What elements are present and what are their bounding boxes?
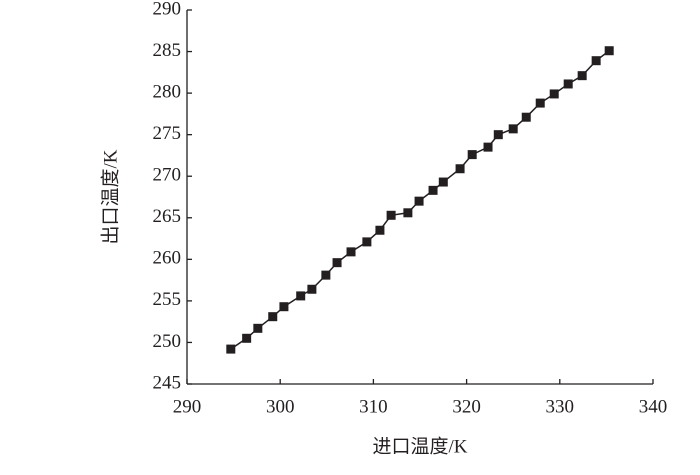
y-tick-label: 265 [153,206,182,227]
y-tick-label: 250 [153,331,182,352]
x-tick-label: 290 [173,396,202,417]
x-axis-label: 进口温度/K [372,435,467,457]
y-tick-label: 245 [153,372,182,393]
marker [307,284,317,294]
x-tick-label: 320 [452,396,481,417]
marker [362,237,372,247]
marker [242,333,252,343]
x-tick-label: 300 [266,396,295,417]
x-tick-label: 340 [639,396,668,417]
marker [508,124,518,134]
marker [279,302,289,312]
marker [467,150,477,160]
y-tick-label: 255 [153,289,182,310]
marker [428,185,438,195]
marker [253,323,263,333]
marker [483,142,493,152]
marker [414,196,424,206]
marker [455,164,465,174]
marker [321,270,331,280]
marker [296,291,306,301]
marker [549,89,559,99]
y-tick-label: 285 [153,40,182,61]
marker [604,46,614,56]
marker [386,210,396,220]
marker [493,130,503,140]
marker [577,71,587,81]
y-axis-label: 出口温度/K [99,149,121,244]
marker [591,56,601,66]
marker [403,208,413,218]
marker [375,225,385,235]
y-tick-label: 270 [153,165,182,186]
y-tick-label: 260 [153,248,182,269]
y-tick-label: 280 [153,81,182,102]
marker [535,98,545,108]
y-tick-label: 290 [153,0,182,19]
marker [226,344,236,354]
y-tick-label: 275 [153,123,182,144]
marker [438,177,448,187]
marker [268,312,278,322]
marker [332,258,342,268]
marker [563,79,573,89]
marker [346,247,356,257]
x-tick-label: 330 [546,396,575,417]
x-tick-label: 310 [359,396,388,417]
marker [521,112,531,122]
